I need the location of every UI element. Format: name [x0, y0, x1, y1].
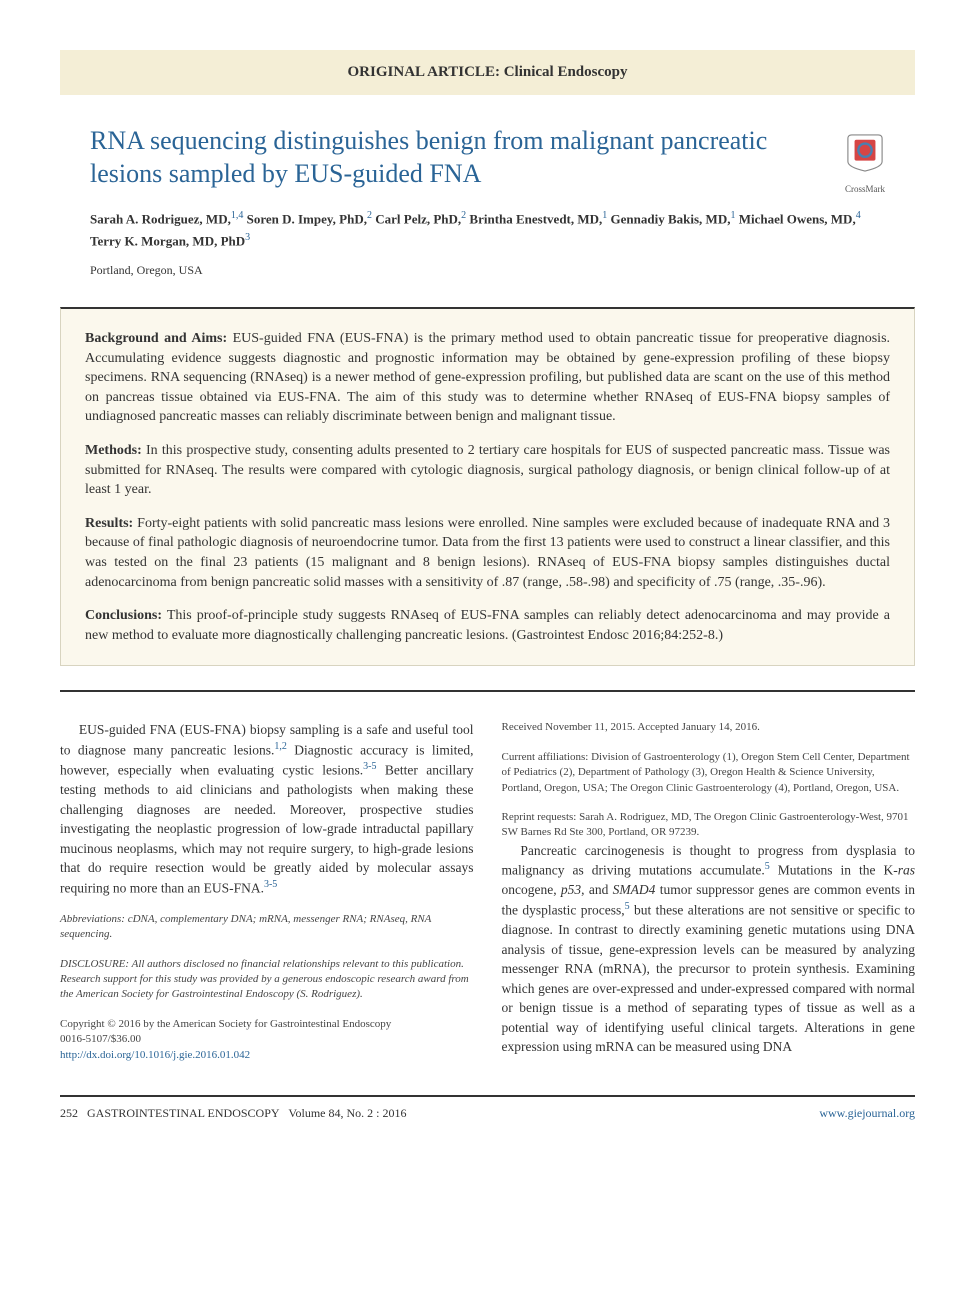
crossmark-badge[interactable]: CrossMark — [845, 133, 885, 195]
article-body: EUS-guided FNA (EUS-FNA) biopsy sampling… — [60, 720, 915, 1067]
journal-url[interactable]: www.giejournal.org — [819, 1106, 915, 1120]
section-divider — [60, 690, 915, 692]
author-list: Sarah A. Rodriguez, MD,1,4 Soren D. Impe… — [90, 208, 885, 252]
volume-info: Volume 84, No. 2 : 2016 — [288, 1106, 406, 1120]
abbreviations-note: Abbreviations: cDNA, complementary DNA; … — [60, 912, 474, 943]
abstract-methods: Methods: In this prospective study, cons… — [85, 441, 890, 500]
page-number: 252 — [60, 1106, 78, 1120]
abstract-results: Results: Forty-eight patients with solid… — [85, 514, 890, 592]
doi-link[interactable]: http://dx.doi.org/10.1016/j.gie.2016.01.… — [60, 1049, 250, 1061]
abstract-conclusions: Conclusions: This proof-of-principle stu… — [85, 606, 890, 645]
abstract-box: Background and Aims: EUS-guided FNA (EUS… — [60, 307, 915, 666]
reprint-note: Reprint requests: Sarah A. Rodriguez, MD… — [502, 810, 916, 841]
disclosure-note: DISCLOSURE: All authors disclosed no fin… — [60, 957, 474, 1003]
citation-ref[interactable]: 1,2 — [274, 741, 287, 752]
crossmark-label: CrossMark — [845, 183, 885, 196]
page-footer: 252 GASTROINTESTINAL ENDOSCOPY Volume 84… — [60, 1095, 915, 1122]
body-paragraph-1: EUS-guided FNA (EUS-FNA) biopsy sampling… — [60, 720, 474, 898]
affiliations-note: Current affiliations: Division of Gastro… — [502, 750, 916, 796]
citation-ref[interactable]: 3-5 — [363, 761, 376, 772]
journal-name: GASTROINTESTINAL ENDOSCOPY — [87, 1106, 280, 1120]
received-date: Received November 11, 2015. Accepted Jan… — [502, 720, 916, 735]
crossmark-icon — [846, 133, 884, 173]
article-category: ORIGINAL ARTICLE: Clinical Endoscopy — [60, 50, 915, 95]
copyright-note: Copyright © 2016 by the American Society… — [60, 1017, 474, 1063]
article-title: RNA sequencing distinguishes benign from… — [90, 125, 810, 190]
abstract-background: Background and Aims: EUS-guided FNA (EUS… — [85, 329, 890, 427]
citation-ref[interactable]: 3-5 — [264, 879, 277, 890]
body-paragraph-2: Pancreatic carcinogenesis is thought to … — [502, 841, 916, 1057]
author-location: Portland, Oregon, USA — [90, 262, 885, 279]
